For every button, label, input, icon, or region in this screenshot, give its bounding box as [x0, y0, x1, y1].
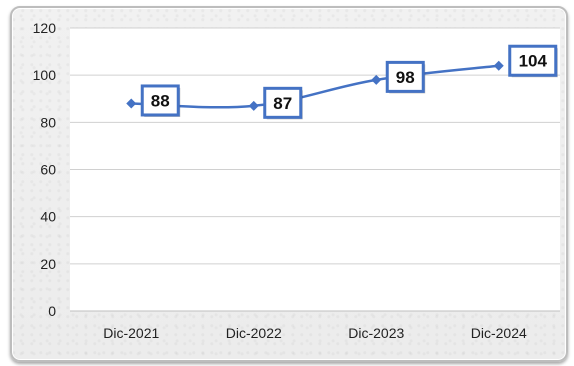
data-point-marker	[126, 98, 137, 109]
data-label-box	[508, 44, 558, 77]
y-tick-label: 60	[40, 162, 56, 178]
gridlines	[70, 27, 560, 312]
data-label-box	[140, 84, 180, 117]
data-label: 87	[263, 86, 303, 120]
data-label-text: 87	[273, 94, 292, 113]
y-axis-tick-labels: 0 20 40 60 80 100 120	[33, 20, 57, 319]
data-point-marker	[248, 100, 259, 111]
data-point-marker	[493, 60, 504, 71]
data-label: 88	[140, 84, 181, 117]
data-points	[126, 60, 504, 111]
y-tick-label: 20	[40, 256, 56, 272]
data-labels: 88 87 98 104	[140, 44, 558, 120]
data-label-text: 98	[396, 68, 415, 87]
y-tick-label: 120	[33, 20, 57, 36]
data-label-text: 88	[151, 91, 170, 110]
data-label-box	[385, 60, 425, 93]
x-category-label: Dic-2022	[226, 325, 282, 341]
y-tick-label: 80	[40, 114, 56, 130]
x-axis-category-labels: Dic-2021 Dic-2022 Dic-2023 Dic-2024	[103, 325, 527, 341]
data-label-text: 104	[519, 52, 548, 71]
x-category-label: Dic-2021	[103, 325, 159, 341]
series-line-group	[131, 64, 499, 109]
data-label: 104	[508, 44, 558, 78]
y-tick-label: 100	[33, 67, 57, 83]
data-point-marker	[371, 74, 382, 85]
data-label-box	[263, 86, 303, 119]
x-category-label: Dic-2024	[471, 325, 527, 341]
series-line	[131, 64, 499, 109]
data-label: 98	[385, 60, 426, 94]
y-tick-label: 40	[40, 209, 56, 225]
x-category-label: Dic-2023	[348, 325, 404, 341]
y-tick-label: 0	[48, 303, 56, 319]
